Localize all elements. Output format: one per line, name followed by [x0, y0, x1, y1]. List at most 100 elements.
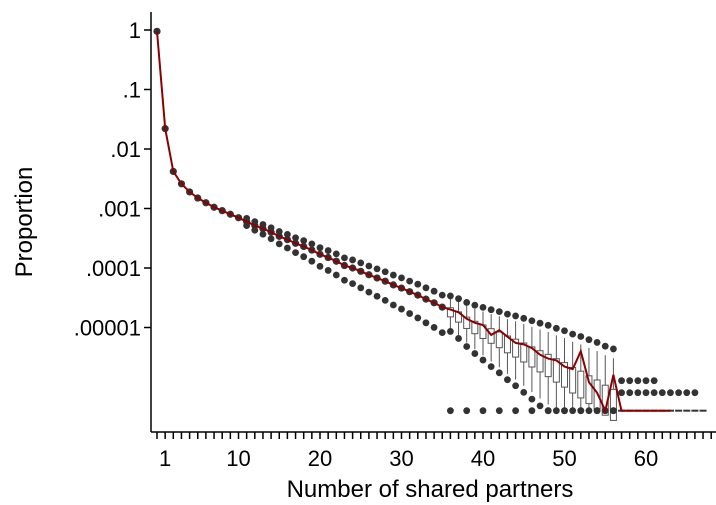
simulated-point [569, 330, 577, 338]
simulated-point [259, 230, 267, 238]
simulated-point [658, 389, 666, 397]
simulated-point [447, 407, 454, 415]
simulated-point [438, 291, 446, 299]
y-tick-label: .001 [98, 197, 141, 222]
simulated-point [536, 402, 544, 410]
simulated-point [438, 329, 446, 337]
simulated-point [520, 389, 528, 396]
simulated-point [447, 292, 454, 300]
simulated-point [292, 249, 299, 257]
simulated-point [471, 350, 479, 357]
y-tick-label: .0001 [86, 256, 141, 281]
simulated-point [357, 259, 365, 267]
simulated-point [373, 265, 381, 273]
simulated-point [332, 250, 340, 258]
simulated-point [341, 276, 348, 284]
simulated-point [642, 377, 650, 385]
simulated-point [471, 301, 479, 309]
simulated-point [308, 257, 316, 265]
simulated-point [487, 363, 495, 371]
simulated-box [585, 375, 593, 405]
simulated-point [479, 303, 487, 311]
x-tick-label: 10 [226, 446, 250, 471]
y-tick-label: .00001 [74, 316, 141, 341]
simulated-box [544, 353, 552, 378]
simulated-point [585, 336, 593, 344]
simulated-point [610, 345, 617, 353]
simulated-box [471, 320, 479, 335]
simulated-point [332, 271, 340, 279]
simulated-point [463, 407, 471, 415]
simulated-point [349, 256, 356, 264]
simulated-point [292, 234, 299, 242]
simulated-box [609, 388, 617, 421]
simulated-point [463, 299, 471, 306]
simulated-point [528, 407, 536, 415]
simulated-point [626, 389, 634, 397]
simulated-point [275, 228, 283, 235]
simulated-point [544, 407, 552, 415]
simulated-point [406, 277, 414, 285]
simulated-point [561, 407, 568, 415]
simulated-point [512, 382, 519, 390]
simulated-point [552, 407, 560, 415]
simulated-point [316, 262, 324, 270]
observed-line [156, 31, 671, 414]
simulated-point [495, 308, 503, 315]
x-tick-label: 50 [552, 446, 576, 471]
simulated-point [308, 240, 316, 248]
y-tick-label: .1 [123, 78, 141, 103]
simulated-point [504, 376, 511, 384]
simulated-point [577, 407, 585, 415]
chart-marks [153, 27, 707, 421]
simulated-point [683, 389, 691, 397]
simulated-box [536, 350, 544, 373]
simulated-point [406, 310, 414, 317]
simulated-box [463, 316, 471, 329]
simulated-point [626, 377, 634, 385]
simulated-point [251, 226, 259, 234]
simulated-box [528, 346, 536, 368]
simulated-point [422, 319, 430, 327]
simulated-point [577, 333, 585, 340]
simulated-point [275, 240, 283, 248]
simulated-point [414, 280, 422, 288]
simulated-point [650, 377, 658, 385]
simulated-box [552, 358, 560, 383]
simulated-point [495, 369, 503, 377]
simulated-point [463, 343, 471, 350]
simulated-point [414, 314, 422, 322]
simulated-point [544, 321, 552, 329]
y-tick-label: 1 [129, 18, 141, 43]
simulated-point [300, 237, 308, 244]
simulated-point [528, 317, 536, 325]
simulated-point [495, 407, 503, 415]
simulated-point [300, 253, 308, 261]
simulated-point [259, 221, 267, 228]
simulated-point [552, 324, 560, 332]
simulated-point [593, 407, 601, 415]
simulated-point [389, 271, 397, 279]
simulated-point [634, 377, 642, 385]
simulated-point [267, 224, 275, 232]
simulated-box [577, 370, 585, 399]
x-tick-label: 30 [389, 446, 413, 471]
simulated-point [398, 274, 405, 282]
simulated-point [455, 335, 462, 342]
simulated-point [389, 301, 397, 309]
simulated-point [691, 389, 699, 397]
simulated-point [243, 222, 251, 230]
y-tick-label: .01 [110, 137, 141, 162]
simulated-point [675, 389, 682, 397]
simulated-point [447, 328, 454, 335]
y-axis-ticks: 1 .1 .01 .001 .0001 .00001 [74, 18, 151, 341]
simulated-point [610, 407, 617, 415]
simulated-point [357, 284, 365, 292]
simulated-point [650, 389, 658, 397]
simulated-point [284, 244, 291, 252]
simulated-point [430, 287, 438, 295]
simulated-point [316, 244, 324, 252]
simulated-box [561, 362, 568, 388]
simulated-point [341, 254, 348, 262]
